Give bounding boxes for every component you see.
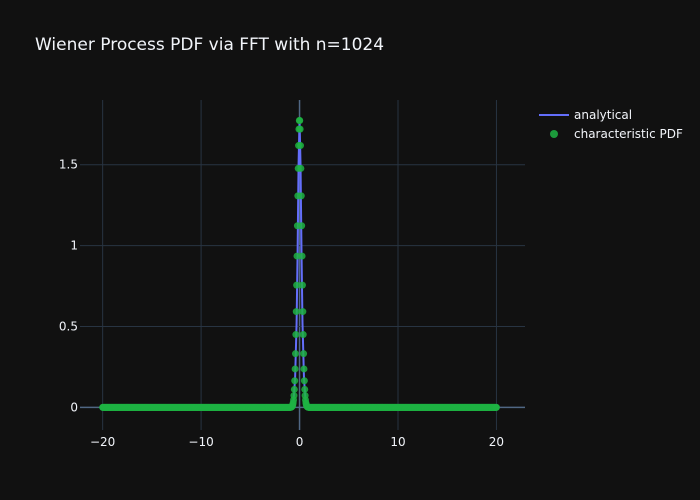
data-point [296, 125, 304, 133]
data-point [293, 281, 301, 289]
data-point [292, 350, 299, 358]
plot-area: −20 −10 0 10 20 0 0.5 1 1.5 [59, 100, 525, 449]
legend-swatch [550, 130, 558, 138]
legend-label: analytical [574, 108, 632, 122]
x-tick-label: −10 [188, 435, 213, 449]
data-point [300, 365, 308, 373]
data-point [492, 403, 500, 411]
y-tick-label: 0 [70, 400, 78, 414]
y-tick-label: 0.5 [59, 319, 78, 333]
data-point [299, 308, 307, 316]
chart-title: Wiener Process PDF via FFT with n=1024 [35, 35, 384, 55]
data-point [298, 252, 306, 260]
x-tick-label: 20 [489, 435, 504, 449]
y-tick-label: 1.5 [59, 158, 78, 172]
x-tick-label: −20 [90, 435, 115, 449]
data-point [298, 222, 306, 230]
data-point [297, 164, 305, 172]
data-point [290, 392, 298, 400]
data-point [296, 117, 304, 125]
data-point [300, 350, 308, 358]
series-markers-characteristic-pdf [99, 117, 500, 411]
legend-label: characteristic PDF [574, 127, 683, 141]
data-point [292, 331, 300, 339]
data-point [291, 365, 299, 373]
data-point [292, 308, 300, 316]
data-point [300, 377, 308, 385]
data-point [298, 281, 306, 289]
legend[interactable]: analytical characteristic PDF [539, 108, 683, 141]
data-point [293, 252, 301, 260]
data-point [297, 192, 305, 200]
x-tick-label: 0 [296, 435, 304, 449]
data-point [299, 331, 307, 339]
legend-item-characteristic-pdf[interactable]: characteristic PDF [550, 127, 683, 141]
data-point [297, 142, 305, 150]
data-point [301, 385, 309, 393]
data-point [290, 385, 298, 393]
data-point [291, 377, 299, 385]
y-tick-label: 1 [70, 239, 78, 253]
x-tick-label: 10 [390, 435, 405, 449]
legend-item-analytical[interactable]: analytical [539, 108, 632, 122]
